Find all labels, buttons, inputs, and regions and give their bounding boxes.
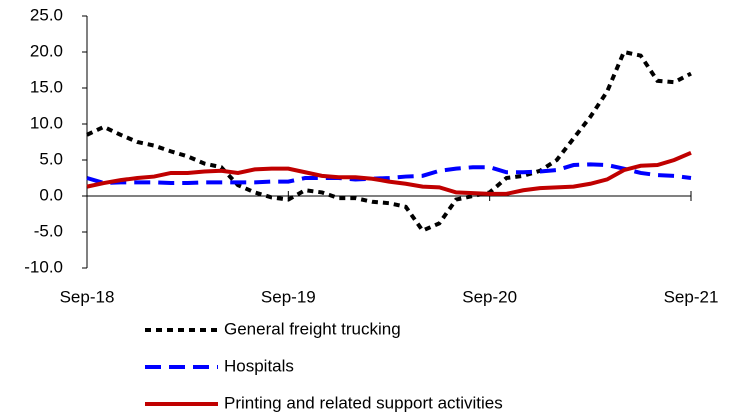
x-tick-label: Sep-20 — [462, 287, 517, 306]
y-tick-label: -10.0 — [24, 257, 63, 276]
series-line — [86, 162, 692, 186]
x-tick-label: Sep-18 — [60, 287, 115, 306]
x-tick-label: Sep-21 — [664, 287, 719, 306]
x-tick-label: Sep-19 — [261, 287, 316, 306]
legend-label: General freight trucking — [224, 319, 401, 338]
y-tick-label: 5.0 — [39, 149, 63, 168]
y-tick-label: 0.0 — [39, 185, 63, 204]
series-line — [86, 150, 692, 196]
series-line — [86, 49, 692, 234]
y-tick-label: 25.0 — [30, 5, 63, 24]
legend-label: Hospitals — [224, 356, 294, 375]
y-tick-label: -5.0 — [34, 221, 63, 240]
legend-label: Printing and related support activities — [224, 393, 503, 412]
y-tick-label: 20.0 — [30, 41, 63, 60]
y-tick-label: 15.0 — [30, 77, 63, 96]
y-tick-label: 10.0 — [30, 113, 63, 132]
